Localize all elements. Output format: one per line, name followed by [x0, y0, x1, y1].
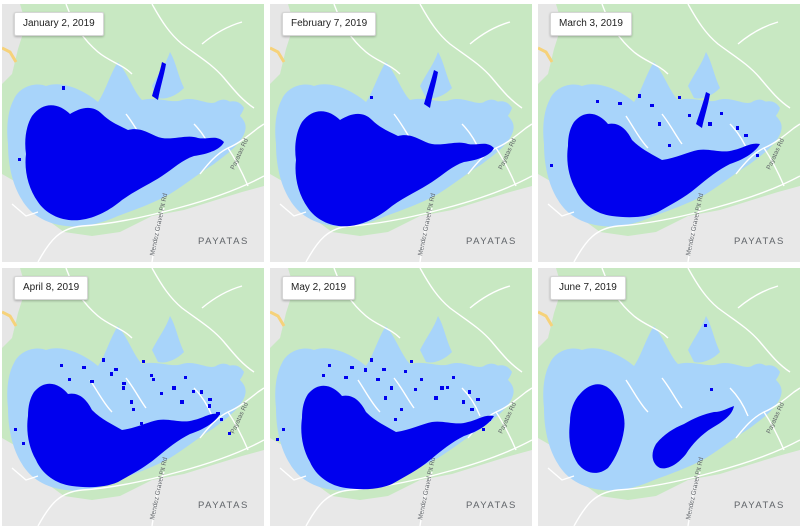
map-may	[270, 268, 532, 526]
date-label: March 3, 2019	[550, 12, 632, 36]
map-mar	[538, 4, 800, 262]
date-label: May 2, 2019	[282, 276, 356, 300]
date-label: February 7, 2019	[282, 12, 377, 36]
map-jun	[538, 268, 800, 526]
date-label: April 8, 2019	[14, 276, 89, 300]
date-label: January 2, 2019	[14, 12, 104, 36]
map-panel-jun: June 7, 2019	[538, 268, 800, 526]
map-apr	[2, 268, 264, 526]
map-feb	[270, 4, 532, 262]
map-panel-may: May 2, 2019	[270, 268, 532, 526]
date-label: June 7, 2019	[550, 276, 626, 300]
map-panel-feb: February 7, 2019	[270, 4, 532, 262]
map-panel-jan: January 2, 2019	[2, 4, 264, 262]
map-jan	[2, 4, 264, 262]
map-panel-apr: April 8, 2019	[2, 268, 264, 526]
map-panel-mar: March 3, 2019	[538, 4, 800, 262]
